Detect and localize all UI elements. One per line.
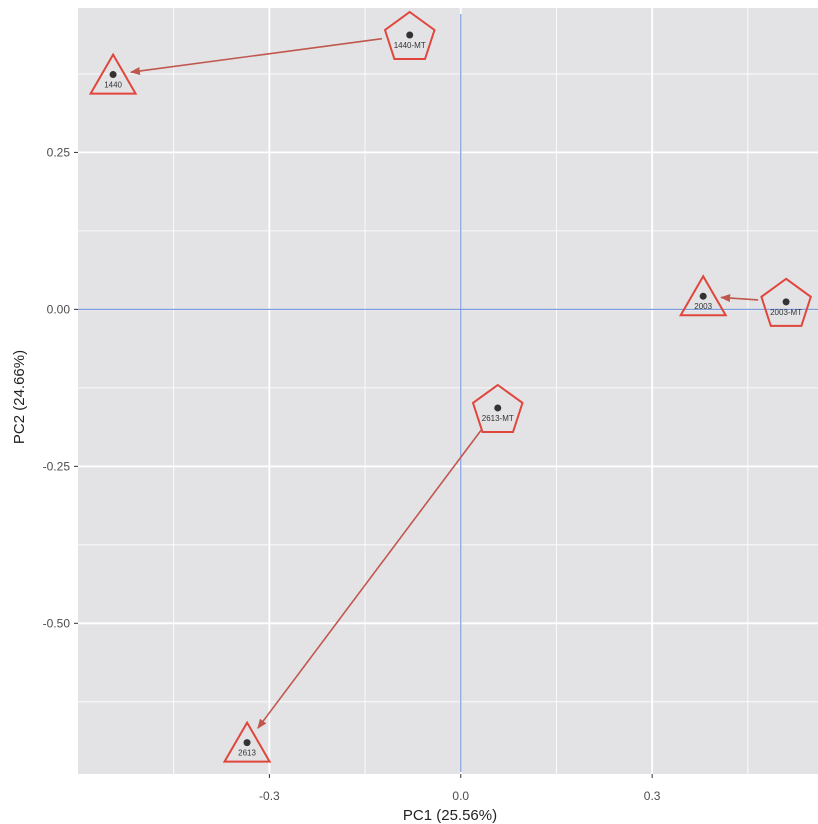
triangle-marker	[88, 52, 138, 95]
plot-panel	[78, 8, 818, 774]
arrow-1440-MT-to-1440	[129, 37, 383, 75]
y-axis-title: PC2 (24.66%)	[11, 350, 28, 444]
point-label: 1440	[104, 81, 122, 90]
point-2003-MT: 2003-MT	[760, 277, 812, 327]
point-label: 2003-MT	[770, 308, 802, 317]
pentagon-marker	[471, 383, 524, 433]
triangle-marker	[678, 274, 728, 317]
point-dot	[699, 292, 707, 300]
point-label: 2003	[694, 302, 712, 311]
y-tick-label: -0.25	[43, 459, 71, 473]
point-dot	[109, 71, 117, 79]
point-dot	[406, 31, 414, 39]
x-axis-title: PC1 (25.56%)	[403, 807, 497, 824]
triangle-marker	[222, 720, 272, 763]
point-2003: 2003	[678, 274, 728, 317]
point-label: 2613-MT	[482, 414, 514, 423]
point-1440-MT: 1440-MT	[383, 10, 436, 60]
arrows	[129, 37, 759, 730]
point-label: 2613	[238, 749, 256, 758]
point-2613-MT: 2613-MT	[471, 383, 524, 433]
pentagon-marker	[383, 10, 436, 60]
point-dot	[243, 739, 251, 747]
point-dot	[782, 298, 790, 306]
axis-ticks: -0.3 0.0 0.3 0.25 0.00 -0.25 -0.50	[43, 145, 661, 803]
reference-lines	[78, 14, 818, 772]
data-points: 1440 1440-MT 2003 2003-MT 2613 2613-MT	[88, 10, 812, 763]
point-dot	[494, 404, 502, 412]
point-2613: 2613	[222, 720, 272, 763]
arrow-2003-MT-to-2003	[720, 294, 759, 303]
y-tick-label: -0.50	[43, 616, 71, 630]
x-tick-label: -0.3	[259, 789, 280, 803]
point-label: 1440-MT	[394, 41, 426, 50]
x-tick-label: 0.0	[452, 789, 469, 803]
y-tick-label: 0.00	[47, 302, 71, 316]
arrow-2613-MT-to-2613	[257, 429, 482, 730]
y-tick-label: 0.25	[47, 145, 71, 159]
pentagon-marker	[760, 277, 812, 327]
point-1440: 1440	[88, 52, 138, 95]
x-tick-label: 0.3	[644, 789, 661, 803]
